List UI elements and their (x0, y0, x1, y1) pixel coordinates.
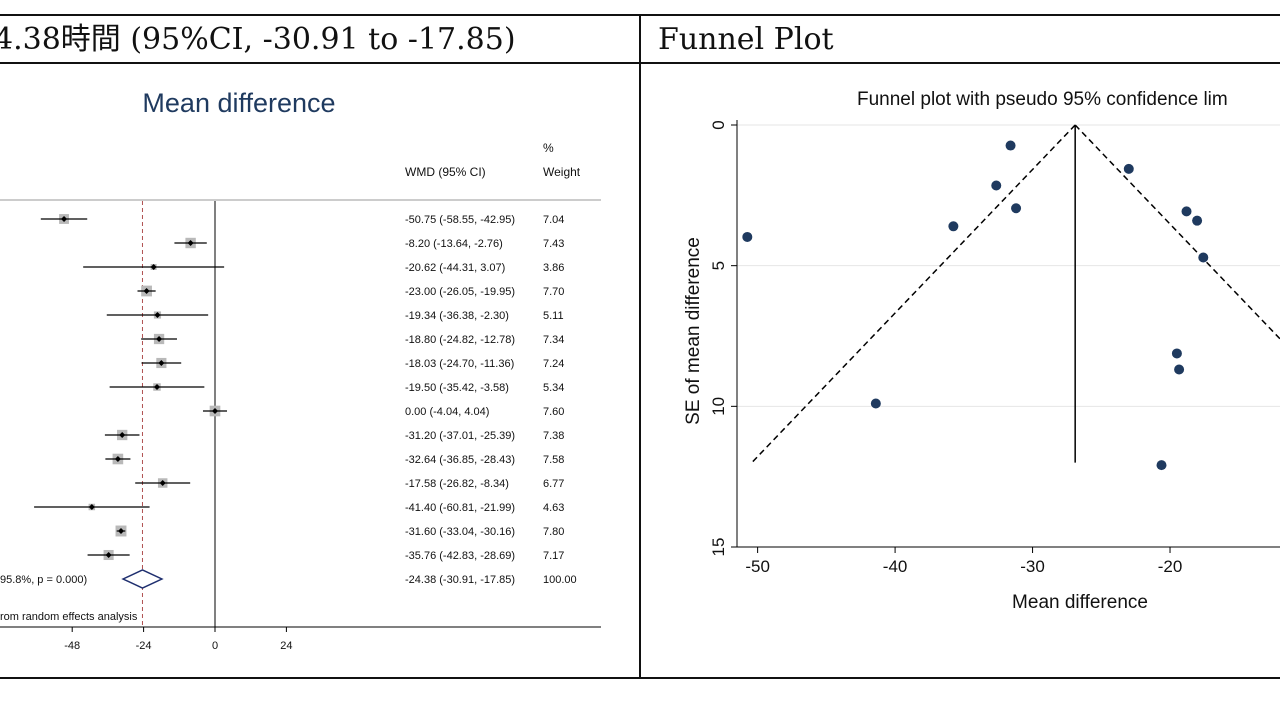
study-effect-label: -35.76 (-42.83, -28.69) (405, 550, 515, 562)
study-effect-label: -19.50 (-35.42, -3.58) (405, 382, 509, 394)
funnel-x-tick-label: -40 (883, 557, 908, 576)
funnel-lower-limit-line (751, 124, 1076, 464)
study-weight-label: 7.38 (543, 430, 564, 442)
study-weight-label: 7.34 (543, 334, 564, 346)
study-point-estimate (114, 456, 121, 462)
study-point-estimate (119, 432, 126, 438)
funnel-study-point (1123, 163, 1134, 174)
funnel-x-axis-label: Mean difference (1012, 592, 1148, 613)
funnel-x-tick-label: -20 (1158, 557, 1183, 576)
study-weight-label: 7.60 (543, 406, 564, 418)
forest-x-tick-label: -24 (136, 640, 152, 652)
funnel-y-tick-label: 0 (709, 120, 728, 129)
funnel-x-tick-label: -50 (745, 557, 770, 576)
study-point-estimate (61, 216, 68, 222)
forest-plot: Mean difference % WMD (95% CI) Weight -5… (0, 88, 601, 652)
study-effect-label: -41.40 (-60.81, -21.99) (405, 502, 515, 514)
forest-footnote: rom random effects analysis (0, 611, 138, 623)
study-point-estimate (88, 504, 95, 510)
funnel-y-tick-label: 10 (709, 397, 728, 416)
study-point-estimate (187, 240, 194, 246)
study-effect-label: -32.64 (-36.85, -28.43) (405, 454, 515, 466)
study-weight-label: 5.34 (543, 382, 564, 394)
study-weight-label: 7.04 (543, 214, 564, 226)
study-effect-label: -19.34 (-36.38, -2.30) (405, 310, 509, 322)
study-weight-label: 7.17 (543, 550, 564, 562)
study-point-estimate (158, 360, 165, 366)
funnel-plot-title: Funnel plot with pseudo 95% confidence l… (857, 89, 1228, 110)
study-point-estimate (143, 288, 150, 294)
funnel-x-tick-label: -30 (1020, 557, 1045, 576)
funnel-study-point (1198, 252, 1209, 263)
study-effect-label: -17.58 (-26.82, -8.34) (405, 478, 509, 490)
funnel-study-point (1156, 460, 1167, 471)
funnel-study-point (991, 180, 1002, 191)
funnel-y-tick-label: 15 (709, 538, 728, 557)
funnel-study-point (742, 231, 753, 242)
study-effect-label: -20.62 (-44.31, 3.07) (405, 262, 505, 274)
study-point-estimate (105, 552, 112, 558)
weight-header-percent: % (543, 141, 554, 155)
funnel-study-point (1181, 206, 1192, 217)
study-weight-label: 7.58 (543, 454, 564, 466)
study-weight-label: 7.70 (543, 286, 564, 298)
overall-weight-label: 100.00 (543, 574, 577, 586)
study-effect-label: -31.60 (-33.04, -30.16) (405, 526, 515, 538)
funnel-study-point (1005, 140, 1016, 151)
study-effect-label: -23.00 (-26.05, -19.95) (405, 286, 515, 298)
effect-column-header: WMD (95% CI) (405, 165, 486, 179)
study-point-estimate (154, 312, 161, 318)
study-weight-label: 4.63 (543, 502, 564, 514)
study-point-estimate (212, 408, 218, 414)
funnel-y-tick-label: 5 (709, 261, 728, 270)
forest-x-tick-label: -48 (64, 640, 80, 652)
table-column-divider (639, 14, 641, 679)
study-point-estimate (159, 480, 166, 486)
study-point-estimate (117, 528, 124, 534)
study-weight-label: 6.77 (543, 478, 564, 490)
funnel-study-point (1192, 215, 1203, 226)
study-point-estimate (150, 264, 157, 270)
study-effect-label: -8.20 (-13.64, -2.76) (405, 238, 503, 250)
weight-column-header: Weight (543, 165, 581, 179)
heterogeneity-label: 95.8%, p = 0.000) (0, 574, 87, 586)
study-weight-label: 5.11 (543, 310, 564, 322)
forest-x-tick-label: 24 (280, 640, 292, 652)
funnel-study-point (1011, 203, 1022, 214)
funnel-y-axis-label: SE of mean difference (683, 237, 704, 425)
study-effect-label: 0.00 (-4.04, 4.04) (405, 406, 489, 418)
study-effect-label: -18.80 (-24.82, -12.78) (405, 334, 515, 346)
study-effect-label: -18.03 (-24.70, -11.36) (405, 358, 514, 370)
header-left-cell: 4.38時間 (95%CI, -30.91 to -17.85) (0, 22, 516, 57)
funnel-upper-limit-line (1074, 124, 1280, 340)
overall-effect-label: -24.38 (-30.91, -17.85) (405, 574, 515, 586)
funnel-study-point (1174, 364, 1185, 375)
study-weight-label: 7.24 (543, 358, 564, 370)
overall-effect-diamond (121, 569, 164, 589)
funnel-study-point (1171, 348, 1182, 359)
funnel-plot: Funnel plot with pseudo 95% confidence l… (683, 89, 1280, 613)
forest-x-tick-label: 0 (212, 640, 218, 652)
study-weight-label: 7.43 (543, 238, 564, 250)
study-weight-label: 3.86 (543, 262, 564, 274)
study-point-estimate (153, 384, 160, 390)
forest-plot-title: Mean difference (142, 88, 335, 118)
study-point-estimate (156, 336, 163, 342)
study-weight-label: 7.80 (543, 526, 564, 538)
funnel-study-point (870, 398, 881, 409)
header-right-cell: Funnel Plot (658, 22, 834, 57)
funnel-study-point (948, 221, 959, 232)
study-effect-label: -50.75 (-58.55, -42.95) (405, 214, 515, 226)
study-effect-label: -31.20 (-37.01, -25.39) (405, 430, 515, 442)
